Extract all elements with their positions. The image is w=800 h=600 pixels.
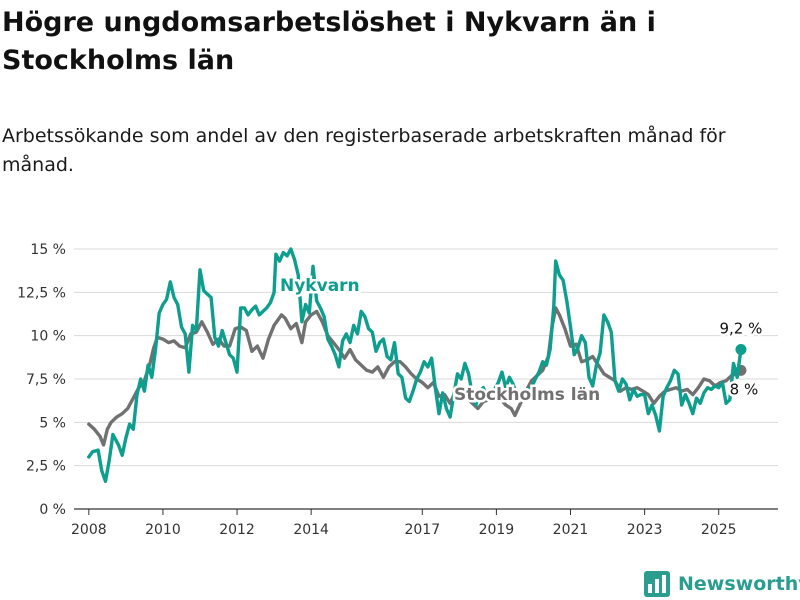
- nykvarn-end-point: [735, 344, 747, 356]
- bar-chart-logo-icon: [644, 571, 670, 597]
- y-tick-label: 7,5 %: [26, 372, 66, 388]
- y-tick-label: 5 %: [39, 415, 66, 431]
- y-tick-label: 10 %: [30, 329, 66, 345]
- y-tick-label: 15 %: [30, 242, 66, 258]
- brand-name: Newsworthy: [678, 573, 800, 595]
- y-tick-label: 12,5 %: [17, 285, 66, 301]
- stockholm-end-value-label: 8 %: [730, 380, 759, 398]
- x-tick-label: 2008: [71, 522, 107, 538]
- nykvarn-line: [87, 247, 743, 483]
- x-tick-label: 2014: [293, 522, 329, 538]
- series-lines: [87, 247, 747, 483]
- x-tick-label: 2012: [219, 522, 255, 538]
- y-tick-label: 2,5 %: [26, 459, 66, 475]
- chart-title: Högre ungdomsarbetslöshet i Nykvarn än i…: [2, 7, 656, 76]
- nykvarn-series-label: Nykvarn: [280, 276, 360, 296]
- stockholm-series-label: Stockholms län: [454, 385, 600, 405]
- stockholm-line: [87, 306, 743, 447]
- axis: 0 % 2,5 % 5 % 7,5 % 10 % 12,5 % 15 % 2008 2010 20…: [17, 242, 778, 538]
- y-tick-label: 0 %: [39, 502, 66, 518]
- x-tick-label: 2017: [404, 522, 440, 538]
- x-tick-label: 2019: [479, 522, 515, 538]
- x-tick-label: 2023: [627, 522, 663, 538]
- chart-subtitle: Arbetssökande som andel av den registerb…: [2, 125, 726, 176]
- nykvarn-end-value-label: 9,2 %: [720, 320, 763, 338]
- x-tick-label: 2010: [145, 522, 181, 538]
- newsworthy-brand[interactable]: Newsworthy: [644, 568, 800, 600]
- series-labels: Nykvarn Stockholms län 9,2 % 8 %: [278, 274, 765, 408]
- x-tick-label: 2025: [701, 522, 737, 538]
- x-tick-label: 2021: [553, 522, 589, 538]
